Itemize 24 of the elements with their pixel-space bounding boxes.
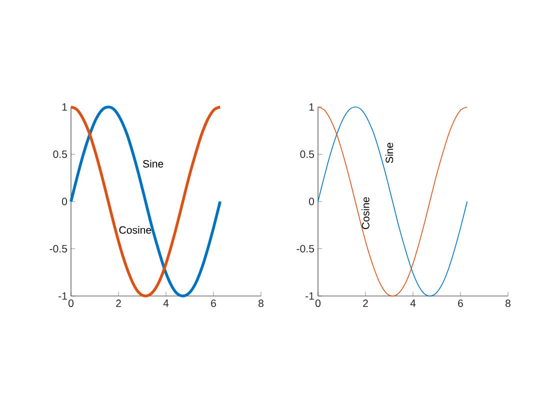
x-tick-label: 4 bbox=[163, 300, 169, 307]
x-tick-label: 6 bbox=[211, 300, 216, 308]
x-tick-label: 2 bbox=[363, 300, 368, 307]
y-tick-label: -0.5 bbox=[296, 245, 314, 252]
y-tick-label: 0.5 bbox=[53, 150, 67, 158]
annotation: Cosine bbox=[119, 226, 152, 234]
y-tick-label: 1 bbox=[62, 103, 67, 111]
y-tick-label: -1 bbox=[58, 292, 67, 300]
y-tick-label: -0.5 bbox=[50, 245, 67, 252]
y-tick-label: 0 bbox=[309, 198, 314, 206]
annotation: Sine bbox=[143, 160, 164, 168]
annotation: Cosine bbox=[362, 197, 370, 230]
y-tick-label: -1 bbox=[306, 292, 314, 300]
y-tick-label: 0 bbox=[62, 198, 68, 206]
y-tick-label: 1 bbox=[309, 103, 314, 111]
x-tick-label: 0 bbox=[315, 300, 321, 308]
x-tick-label: 8 bbox=[506, 300, 510, 308]
y-tick-label: 0.5 bbox=[300, 150, 314, 158]
annotation: Sine bbox=[385, 142, 394, 163]
x-tick-label: 0 bbox=[68, 300, 74, 308]
x-tick-label: 4 bbox=[410, 300, 416, 307]
x-tick-label: 2 bbox=[116, 300, 121, 307]
x-tick-label: 6 bbox=[458, 300, 463, 308]
x-tick-label: 8 bbox=[258, 300, 264, 308]
